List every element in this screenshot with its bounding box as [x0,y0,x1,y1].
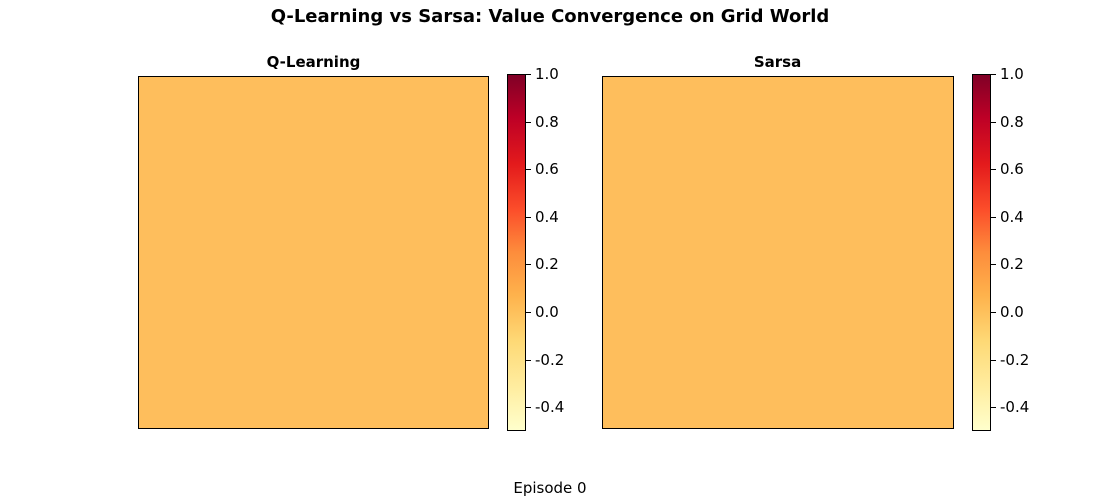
colorbar-tick-label: 0.6 [535,160,559,178]
colorbar-tick-label: 0.8 [1000,113,1024,131]
figure-title: Q-Learning vs Sarsa: Value Convergence o… [270,6,830,27]
colorbar-tick-label: -0.2 [1000,351,1030,369]
colorbar-tick-label: 0.8 [535,113,559,131]
colorbar-tick [991,74,996,75]
colorbar-sarsa [972,74,991,431]
colorbar-tick [991,312,996,313]
colorbar-tick-label: 0.0 [1000,303,1024,321]
colorbar-tick-label: 0.0 [535,303,559,321]
colorbar-tick-label: 0.4 [535,208,559,226]
colorbar-tick [991,122,996,123]
colorbar-tick-label: -0.4 [1000,398,1030,416]
colorbar-tick [991,360,996,361]
heatmap-sarsa [602,76,954,429]
colorbar-tick [526,122,531,123]
colorbar-tick [991,169,996,170]
colorbar-tick [991,264,996,265]
colorbar-tick [526,264,531,265]
colorbar-q-learning [507,74,526,431]
colorbar-tick [526,169,531,170]
episode-label: Episode 0 [513,479,587,497]
colorbar-tick-label: 0.6 [1000,160,1024,178]
colorbar-tick-label: 1.0 [1000,65,1024,83]
colorbar-tick-label: -0.4 [535,398,565,416]
colorbar-tick-label: 0.2 [535,255,559,273]
colorbar-tick [526,360,531,361]
colorbar-tick-label: 0.2 [1000,255,1024,273]
colorbar-tick [991,407,996,408]
colorbar-tick [526,74,531,75]
colorbar-tick [526,407,531,408]
colorbar-tick-label: 1.0 [535,65,559,83]
heatmap-q-learning [138,76,489,429]
panel-title-q-learning: Q-Learning [266,53,361,71]
colorbar-tick-label: 0.4 [1000,208,1024,226]
colorbar-tick [991,217,996,218]
colorbar-tick-label: -0.2 [535,351,565,369]
panel-title-sarsa: Sarsa [753,53,802,71]
colorbar-tick [526,312,531,313]
colorbar-tick [526,217,531,218]
